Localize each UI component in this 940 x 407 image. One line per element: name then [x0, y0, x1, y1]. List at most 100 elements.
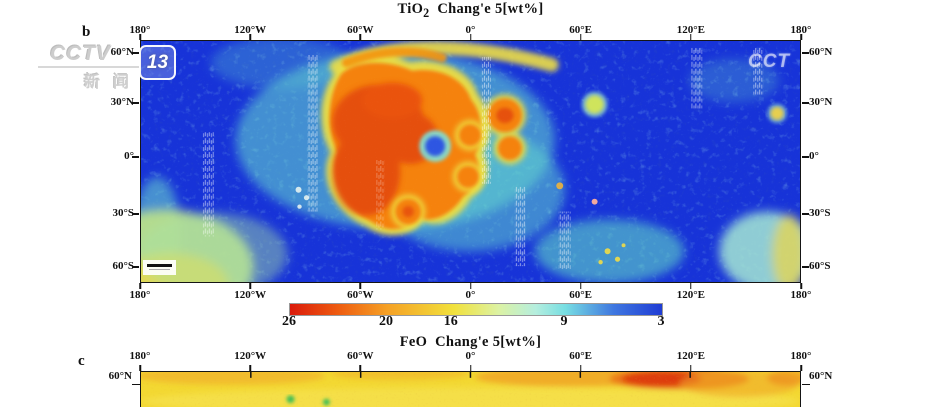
x-tick-mark	[359, 365, 362, 371]
x-tick-label: 60°E	[569, 24, 593, 36]
y-tick-mark	[801, 213, 809, 215]
panel-c-title: FeO Chang'e 5[wt%]	[140, 334, 801, 351]
y-tick-mark	[801, 52, 809, 54]
panel-b-letter: b	[82, 24, 91, 40]
tio2-map-art	[141, 41, 800, 282]
panel-b-x-axis-bottom-labels: 180° 120°W 60°W 0° 60°E 120°E 180°	[130, 289, 812, 302]
feo-map-art	[141, 372, 800, 407]
panel-b-y-axis-left-labels: 60°N 30°N 0° 30°S 60°S	[88, 40, 134, 283]
y-tick-label: 30°S	[809, 206, 831, 219]
panel-b-y-axis-right-ticks	[801, 40, 810, 283]
x-tick-label: 0°	[465, 24, 476, 36]
x-tick-label: 60°W	[347, 24, 374, 36]
feo-map-inner-ticks	[250, 372, 691, 378]
y-tick-mark	[132, 102, 139, 104]
map-scalebar-line	[147, 264, 172, 267]
tio2-map	[140, 40, 801, 283]
y-tick-label: 60°N	[809, 46, 833, 58]
y-tick-label: 60°N	[108, 370, 132, 382]
x-tick-label: 60°E	[569, 289, 593, 301]
panel-c-letter: c	[78, 353, 85, 369]
x-tick-mark	[800, 34, 802, 40]
x-tick-mark	[249, 283, 251, 289]
y-tick-label: 30°S	[112, 206, 134, 219]
x-tick-mark	[139, 283, 141, 289]
colorbar-tick-label: 20	[379, 314, 394, 329]
y-tick-label: 60°S	[112, 260, 134, 272]
x-tick-mark	[469, 34, 472, 40]
y-tick-label: 30°N	[809, 96, 833, 108]
x-tick-mark	[579, 34, 582, 40]
panel-b-x-axis-top-ticks	[139, 34, 802, 40]
x-tick-mark	[469, 365, 472, 371]
x-tick-label: 180°	[129, 289, 151, 301]
panel-b-title-suffix: Chang'e 5[wt%]	[437, 1, 544, 17]
x-tick-label: 0°	[465, 350, 476, 362]
x-tick-label: 120°E	[676, 289, 705, 301]
feo-map	[140, 371, 801, 407]
x-tick-label: 120°W	[234, 289, 267, 301]
y-tick-mark	[801, 266, 809, 268]
x-tick-mark	[359, 34, 362, 40]
x-tick-label: 120°W	[234, 24, 267, 36]
x-tick-label: 120°E	[676, 24, 705, 36]
y-tick-label: 60°N	[809, 370, 833, 382]
y-tick-mark	[132, 52, 139, 54]
x-tick-label: 120°E	[676, 350, 705, 362]
panel-b-y-axis-left-ticks	[132, 40, 140, 283]
y-tick-mark	[132, 213, 139, 215]
x-tick-label: 180°	[790, 350, 812, 362]
panel-c-title-suffix: Chang'e 5[wt%]	[435, 334, 542, 350]
map-scalebar	[143, 260, 176, 275]
y-tick-mark	[132, 266, 139, 268]
panel-b-x-axis-bottom-ticks	[139, 283, 802, 289]
colorbar-labels: 26 20 16 9 3	[282, 314, 665, 330]
panel-b-y-axis-right-labels: 60°N 30°N 0° 30°S 60°S	[809, 40, 855, 283]
map-scalebar-caption	[149, 269, 170, 270]
panel-c-y-axis-left-labels: 60°N	[86, 370, 132, 391]
panel-c-x-axis-ticks	[139, 365, 802, 371]
x-tick-label: 180°	[129, 350, 151, 362]
panel-c-y-axis-right-labels: 60°N	[809, 370, 855, 391]
x-tick-label: 180°	[790, 24, 812, 36]
y-tick-mark	[801, 102, 809, 104]
x-tick-mark	[359, 283, 362, 289]
panel-b-title-formula: TiO	[397, 1, 424, 17]
colorbar	[289, 303, 663, 316]
x-tick-mark	[579, 283, 582, 289]
panel-c-title-formula: FeO	[399, 334, 428, 350]
x-tick-label: 180°	[790, 289, 812, 301]
x-tick-mark	[579, 365, 582, 371]
x-tick-mark	[690, 283, 692, 289]
x-tick-label: 120°W	[234, 350, 267, 362]
x-tick-label: 60°W	[347, 289, 374, 301]
x-tick-mark	[800, 283, 802, 289]
colorbar-tick-label: 9	[560, 314, 568, 329]
x-tick-label: 0°	[465, 289, 476, 301]
y-tick-label: 60°N	[110, 46, 134, 58]
x-tick-mark	[249, 34, 251, 40]
x-tick-mark	[469, 283, 472, 289]
x-tick-mark	[800, 365, 802, 371]
panel-c-right-tick	[801, 383, 810, 385]
panel-c-left-tick	[132, 383, 140, 385]
y-tick-label: 30°N	[110, 96, 134, 108]
panel-b-title-formula-sub: 2	[423, 5, 430, 20]
x-tick-mark	[139, 34, 141, 40]
x-tick-mark	[249, 365, 251, 371]
x-tick-mark	[690, 365, 692, 371]
x-tick-label: 60°W	[347, 350, 374, 362]
x-tick-label: 60°E	[569, 350, 593, 362]
panel-b-title: TiO2 Chang'e 5[wt%]	[140, 1, 801, 21]
colorbar-tick-label: 16	[443, 314, 458, 329]
panel-c-x-axis-labels: 180° 120°W 60°W 0° 60°E 120°E 180°	[130, 350, 812, 363]
x-tick-label: 180°	[129, 24, 151, 36]
panel-b-x-axis-top-labels: 180° 120°W 60°W 0° 60°E 120°E 180°	[130, 24, 812, 37]
y-tick-label: 0°	[809, 150, 819, 162]
y-tick-label: 60°S	[809, 260, 831, 272]
x-tick-mark	[139, 365, 141, 371]
colorbar-tick-label: 3	[657, 314, 665, 329]
colorbar-tick-label: 26	[282, 314, 296, 329]
y-tick-label: 0°	[124, 150, 134, 162]
